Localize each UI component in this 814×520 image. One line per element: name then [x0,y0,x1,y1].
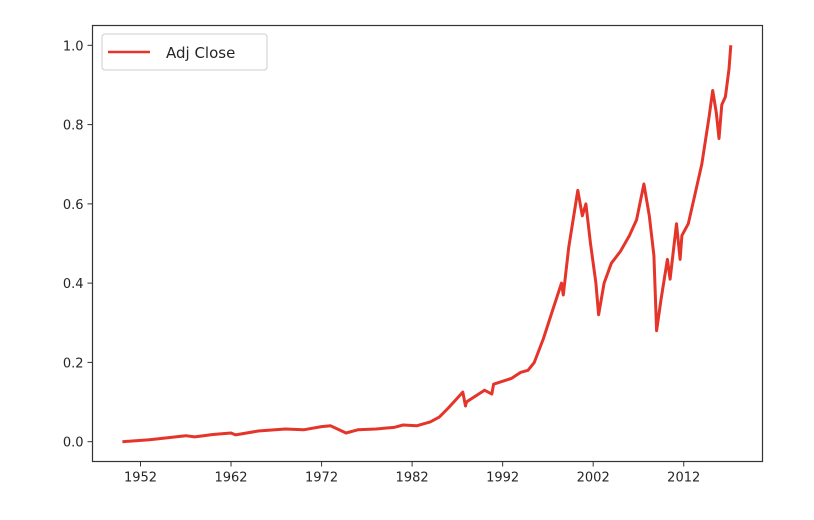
legend-label: Adj Close [166,44,235,62]
x-axis: 1952 1962 1972 1982 1992 2002 2012 [124,461,700,486]
y-tick-label: 0.6 [63,198,84,213]
legend-box [101,33,268,71]
x-tick-label: 1972 [305,471,338,486]
y-tick-label: 0.0 [63,436,84,451]
x-tick-label: 1992 [486,471,519,486]
y-tick-label: 1.0 [63,39,84,54]
y-tick-label: 0.8 [63,119,84,134]
series-line-adj-close [122,45,733,444]
y-tick-label: 0.2 [63,356,84,371]
x-tick-label: 2012 [667,471,700,486]
x-tick-label: 1952 [124,471,157,486]
y-tick-label: 0.4 [63,277,84,292]
x-tick-label: 1982 [396,471,429,486]
x-tick-label: 2002 [577,471,610,486]
y-axis: 0.0 0.2 0.4 0.6 0.8 1.0 [63,39,93,451]
series-line-group [122,45,733,444]
legend: Adj Close [101,33,268,71]
plot-frame [91,24,764,463]
x-tick-label: 1962 [214,471,247,486]
